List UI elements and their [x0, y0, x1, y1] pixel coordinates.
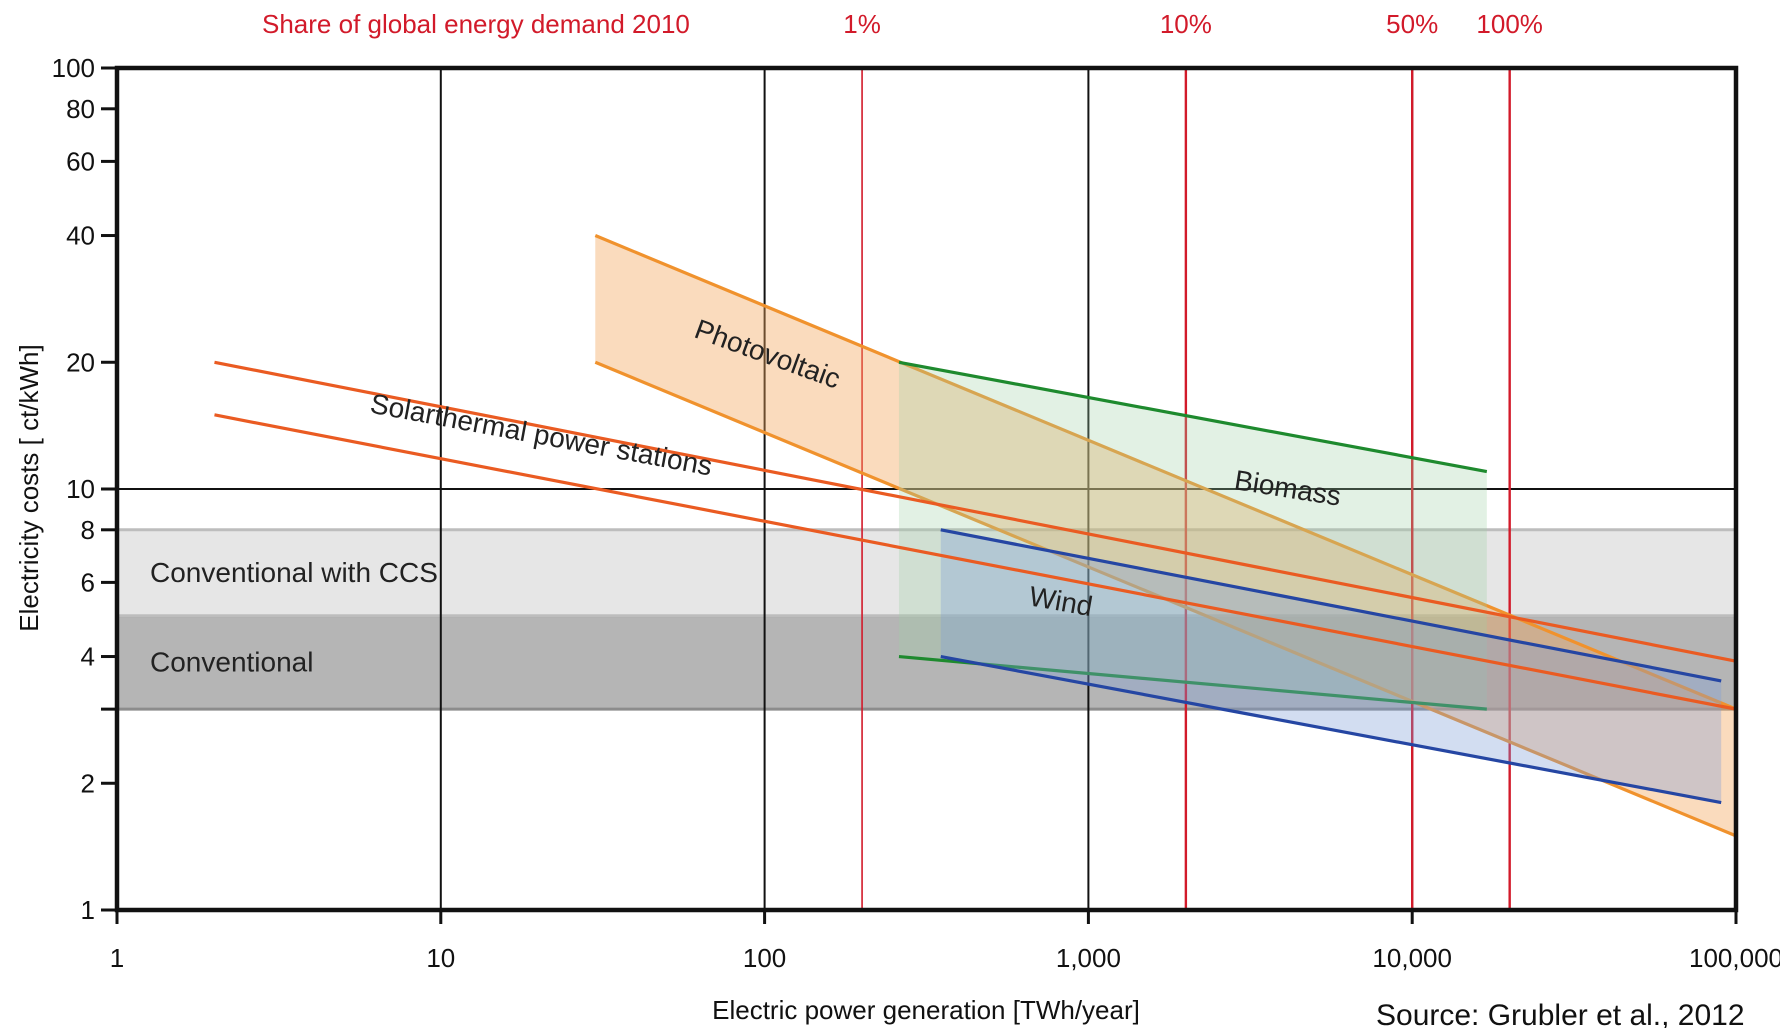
x-tick-label-1: 1 [110, 943, 124, 973]
wind-area [940, 529, 1722, 803]
y-tick-label-80: 80 [66, 94, 95, 124]
x-tick-label-100: 100 [743, 943, 786, 973]
source-note: Source: Grubler et al., 2012 [1376, 999, 1745, 1028]
x-tick-label-10: 10 [426, 943, 455, 973]
y-tick-label-60: 60 [66, 146, 95, 176]
y-tick-label-40: 40 [66, 221, 95, 251]
y-tick-label-10: 10 [66, 474, 95, 504]
y-tick-label-20: 20 [66, 347, 95, 377]
labels-layer: Share of global energy demand 2010 Elect… [14, 9, 1780, 1028]
biomass-upper-edge [898, 360, 1488, 474]
share-marker-label-50: 50% [1386, 9, 1438, 39]
sloped-bands-layer [214, 234, 1737, 838]
solarthermal-power-stations-label: Solarthermal power stations [368, 388, 715, 482]
conventional-label: Conventional [150, 646, 313, 677]
y-tick-label-2: 2 [81, 768, 95, 798]
y-tick-label-8: 8 [81, 515, 95, 545]
y-axis-title: Electricity costs [ ct/kWh] [14, 344, 44, 632]
solarthermal-power-stations-upper-line [214, 360, 1737, 663]
x-tick-label-10000: 10,000 [1372, 943, 1452, 973]
conventional-with-ccs-label: Conventional with CCS [150, 557, 438, 588]
x-axis-title: Electric power generation [TWh/year] [712, 995, 1140, 1025]
y-tick-label-1: 1 [81, 895, 95, 925]
biomass-lower-edge [898, 654, 1487, 711]
share-marker-label-10: 10% [1160, 9, 1212, 39]
y-tick-label-6: 6 [81, 567, 95, 597]
x-tick-label-100000: 100,000 [1689, 943, 1780, 973]
x-tick-label-1000: 1,000 [1056, 943, 1121, 973]
axes-layer [101, 65, 1739, 924]
share-of-demand-title: Share of global energy demand 2010 [262, 9, 690, 39]
photovoltaic-upper-edge [594, 234, 1737, 711]
solarthermal-power-stations-lower-line [214, 413, 1737, 711]
biomass-area [898, 362, 1487, 710]
share-marker-label-100: 100% [1476, 9, 1543, 39]
wind-lower-edge [940, 654, 1722, 805]
y-tick-label-4: 4 [81, 642, 95, 672]
wind-upper-edge [940, 528, 1722, 683]
share-marker-label-1: 1% [843, 9, 881, 39]
y-tick-label-100: 100 [52, 53, 95, 83]
photovoltaic-area [595, 235, 1736, 836]
conventional-with-ccs-band [117, 529, 1736, 616]
